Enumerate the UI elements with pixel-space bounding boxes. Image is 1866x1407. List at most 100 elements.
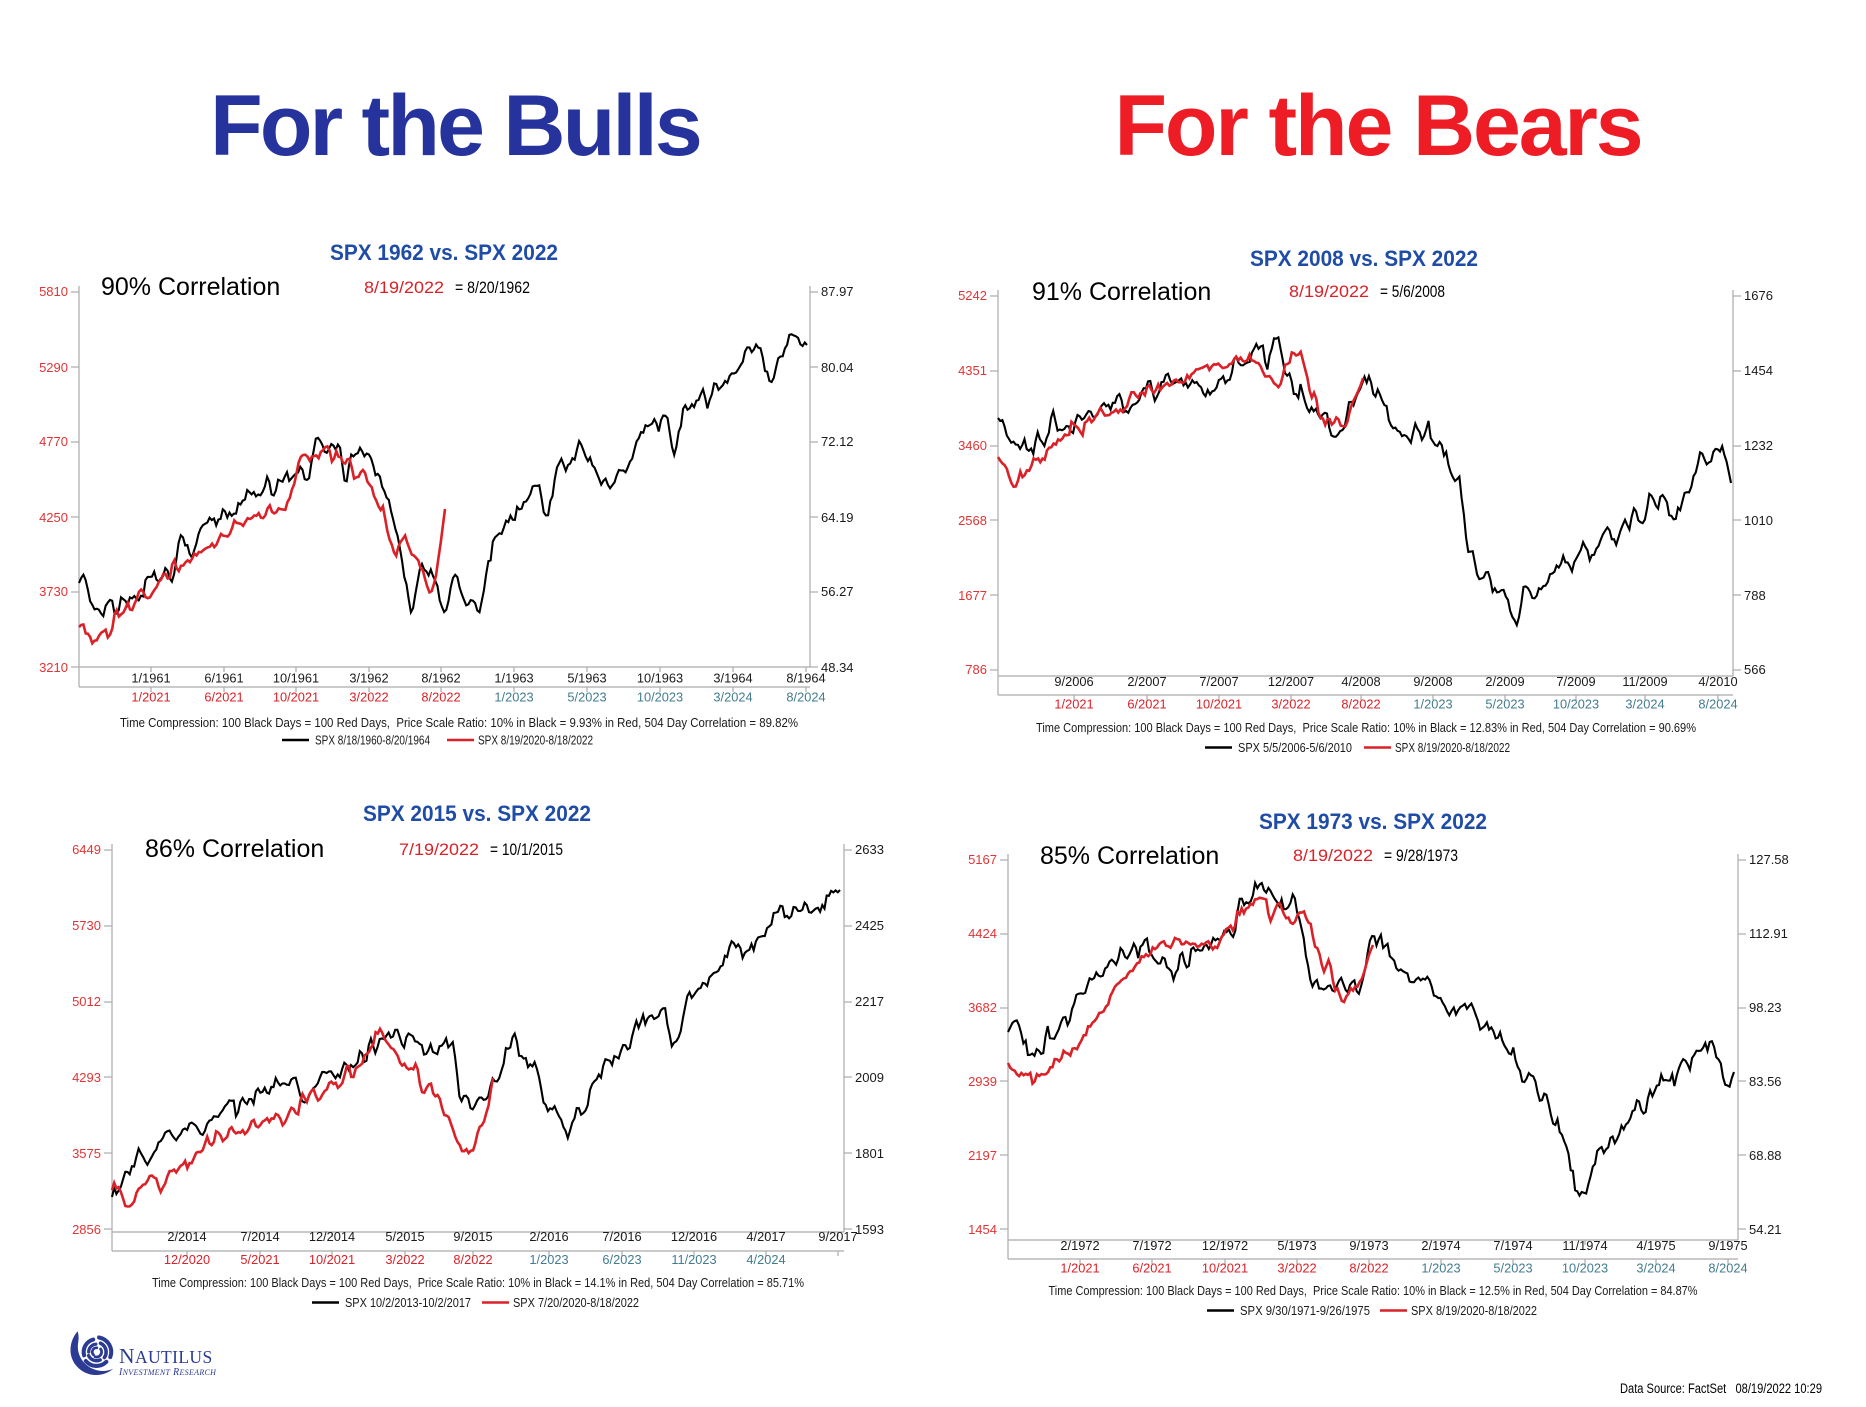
svg-text:2/2007: 2/2007 [1127,674,1166,689]
svg-text:3575: 3575 [72,1146,101,1161]
svg-text:4250: 4250 [39,510,68,525]
svg-text:SPX 2008 vs. SPX 2022: SPX 2008 vs. SPX 2022 [1250,246,1478,271]
svg-text:= 10/1/2015: = 10/1/2015 [490,840,563,859]
svg-text:8/1962: 8/1962 [421,671,460,686]
svg-text:3210: 3210 [39,660,68,675]
svg-text:2425: 2425 [855,918,884,933]
svg-text:4/2024: 4/2024 [746,1252,785,1267]
svg-text:1/2023: 1/2023 [1413,697,1452,712]
svg-text:2/2009: 2/2009 [1485,674,1524,689]
svg-text:SPX 9/30/1971-9/26/1975: SPX 9/30/1971-9/26/1975 [1240,1303,1370,1318]
svg-text:9/1973: 9/1973 [1349,1238,1388,1253]
svg-text:6449: 6449 [72,842,101,857]
svg-text:3/2022: 3/2022 [1277,1261,1316,1276]
svg-text:12/2016: 12/2016 [671,1229,717,1244]
svg-text:7/2007: 7/2007 [1199,674,1238,689]
svg-text:5167: 5167 [968,852,997,867]
svg-text:Time Compression: 100 Black Da: Time Compression: 100 Black Days = 100 R… [1049,1283,1698,1298]
svg-text:10/2021: 10/2021 [309,1252,355,1267]
svg-text:91% Correlation: 91% Correlation [1032,278,1211,306]
svg-text:1/2023: 1/2023 [1421,1261,1460,1276]
svg-text:8/2022: 8/2022 [453,1252,492,1267]
svg-text:= 5/6/2008: = 5/6/2008 [1380,282,1445,301]
svg-text:SPX 1962 vs. SPX 2022: SPX 1962 vs. SPX 2022 [330,240,558,265]
svg-text:12/2007: 12/2007 [1268,674,1314,689]
svg-text:5012: 5012 [72,994,101,1009]
svg-text:10/2021: 10/2021 [273,690,319,705]
svg-text:5/1963: 5/1963 [567,671,606,686]
svg-text:6/2023: 6/2023 [602,1252,641,1267]
svg-text:98.23: 98.23 [1749,1000,1782,1015]
svg-text:4293: 4293 [72,1070,101,1085]
svg-text:Time Compression: 100 Black Da: Time Compression: 100 Black Days = 100 R… [152,1275,804,1290]
svg-text:5/2015: 5/2015 [385,1229,424,1244]
svg-text:3/2024: 3/2024 [1625,697,1664,712]
svg-text:SPX 2015 vs. SPX 2022: SPX 2015 vs. SPX 2022 [363,801,591,826]
svg-text:2633: 2633 [855,842,884,857]
svg-text:8/2022: 8/2022 [1341,697,1380,712]
svg-text:80.04: 80.04 [821,360,854,375]
svg-text:9/2017: 9/2017 [818,1229,857,1244]
svg-text:1593: 1593 [855,1222,884,1237]
svg-text:2009: 2009 [855,1070,884,1085]
svg-text:4/2017: 4/2017 [746,1229,785,1244]
svg-text:8/2024: 8/2024 [786,690,825,705]
svg-text:9/1975: 9/1975 [1708,1238,1747,1253]
svg-text:= 9/28/1973: = 9/28/1973 [1384,846,1458,865]
svg-text:7/1972: 7/1972 [1132,1238,1171,1253]
svg-text:6/2021: 6/2021 [1132,1261,1171,1276]
svg-text:1010: 1010 [1744,513,1773,528]
svg-text:1/2021: 1/2021 [131,690,170,705]
svg-text:5290: 5290 [39,360,68,375]
svg-text:112.91: 112.91 [1749,926,1788,941]
svg-text:566: 566 [1744,662,1766,677]
svg-text:= 8/20/1962: = 8/20/1962 [455,278,530,297]
svg-text:7/1974: 7/1974 [1493,1238,1532,1253]
svg-text:10/2021: 10/2021 [1196,697,1242,712]
svg-text:2/2016: 2/2016 [529,1229,568,1244]
svg-text:64.19: 64.19 [821,510,854,525]
svg-text:INVESTMENT RESEARCH: INVESTMENT RESEARCH [118,1367,217,1378]
svg-text:5/2023: 5/2023 [1493,1261,1532,1276]
svg-text:4424: 4424 [968,926,997,941]
svg-text:9/2015: 9/2015 [453,1229,492,1244]
svg-text:1676: 1676 [1744,288,1773,303]
svg-text:7/2014: 7/2014 [240,1229,279,1244]
svg-text:2/1972: 2/1972 [1060,1238,1099,1253]
svg-text:3/1962: 3/1962 [349,671,388,686]
svg-text:3460: 3460 [958,438,987,453]
svg-text:2/1974: 2/1974 [1421,1238,1460,1253]
svg-text:10/2023: 10/2023 [637,690,683,705]
svg-text:5/1973: 5/1973 [1277,1238,1316,1253]
svg-text:8/19/2022: 8/19/2022 [364,278,444,297]
svg-text:1677: 1677 [958,588,987,603]
svg-text:127.58: 127.58 [1749,852,1789,867]
svg-text:1/2023: 1/2023 [529,1252,568,1267]
svg-text:7/2009: 7/2009 [1556,674,1595,689]
svg-text:8/1964: 8/1964 [786,671,825,686]
svg-text:1232: 1232 [1744,438,1773,453]
svg-text:10/1961: 10/1961 [273,671,319,686]
svg-text:NAUTILUS: NAUTILUS [119,1344,213,1368]
svg-text:83.56: 83.56 [1749,1074,1782,1089]
svg-text:1801: 1801 [855,1146,884,1161]
svg-text:1/2021: 1/2021 [1060,1261,1099,1276]
svg-text:SPX 1973 vs. SPX 2022: SPX 1973 vs. SPX 2022 [1259,809,1487,834]
svg-text:5/2023: 5/2023 [567,690,606,705]
svg-text:Data Source: FactSet 08/19/2: Data Source: FactSet 08/19/2022 10:29 [1620,1381,1822,1396]
svg-text:10/2021: 10/2021 [1202,1261,1248,1276]
svg-text:11/2023: 11/2023 [671,1252,716,1267]
svg-text:11/2009: 11/2009 [1622,674,1667,689]
svg-text:10/1963: 10/1963 [637,671,683,686]
svg-text:85% Correlation: 85% Correlation [1040,842,1219,870]
svg-text:10/2023: 10/2023 [1562,1261,1608,1276]
svg-text:4/1975: 4/1975 [1636,1238,1675,1253]
svg-text:8/2022: 8/2022 [1349,1261,1388,1276]
svg-text:7/2016: 7/2016 [602,1229,641,1244]
svg-text:SPX 8/19/2020-8/18/2022: SPX 8/19/2020-8/18/2022 [1395,740,1510,755]
svg-text:8/2024: 8/2024 [1708,1261,1747,1276]
svg-text:90% Correlation: 90% Correlation [101,273,280,301]
svg-text:4351: 4351 [958,363,987,378]
svg-text:SPX 8/19/2020-8/18/2022: SPX 8/19/2020-8/18/2022 [478,733,593,748]
svg-text:12/2014: 12/2014 [309,1229,355,1244]
